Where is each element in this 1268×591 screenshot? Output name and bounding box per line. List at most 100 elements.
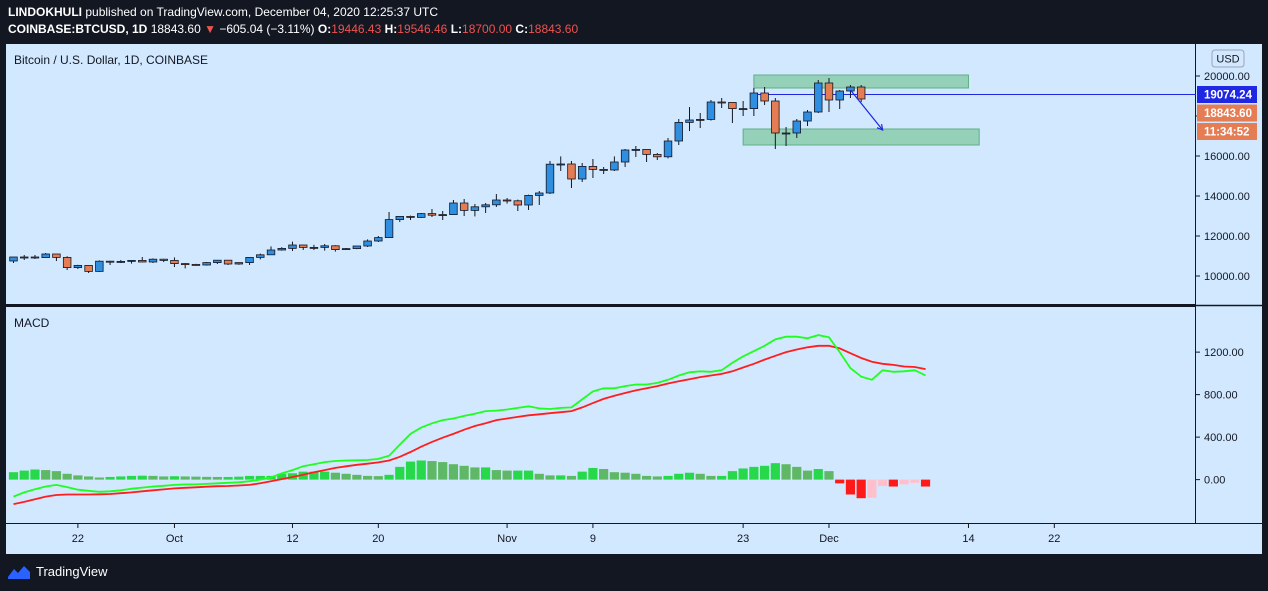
candle-2020-09-30 (159, 258, 168, 262)
histogram-bar (502, 470, 512, 480)
candle-2020-11-27 (781, 127, 791, 146)
currency-label: USD (1216, 54, 1239, 66)
candle-body (642, 149, 651, 155)
candle-2020-11-25 (760, 87, 769, 105)
histogram-bar (73, 475, 83, 480)
histogram-bar (899, 479, 909, 485)
histogram-bar (684, 472, 695, 480)
candle-2020-11-14 (642, 149, 651, 162)
chart-svg[interactable]: 10000.0012000.0014000.0016000.0018000.00… (0, 42, 1268, 556)
histogram-bar (148, 475, 158, 480)
forecast-arrow-line[interactable] (849, 89, 884, 131)
histogram-bar (244, 475, 255, 480)
candle-2020-11-30 (814, 80, 823, 113)
candle-2020-09-22 (73, 264, 83, 269)
histogram-bar (652, 476, 662, 480)
histogram-bar (202, 476, 212, 480)
histogram-bar (717, 475, 727, 480)
currency-button[interactable] (1211, 49, 1245, 68)
histogram-bar (416, 460, 426, 480)
candle-body (84, 264, 93, 272)
histogram-bar (255, 475, 265, 480)
macd-axis[interactable]: 0.00 400.00 800.00 1200.00 (1196, 347, 1244, 487)
price-tag-label: 19074.24 (1204, 90, 1253, 102)
candle-body (384, 219, 394, 239)
histogram-bar (491, 470, 501, 480)
price-chart-title: Bitcoin / U.S. Dollar, 1D, COINBASE (14, 53, 208, 67)
histogram-bar (180, 476, 190, 480)
candle-2020-10-09 (256, 253, 265, 260)
candle-2020-11-08 (577, 163, 587, 182)
histogram-bar (41, 470, 51, 480)
candle-body (459, 202, 469, 211)
candle-body (180, 263, 190, 266)
candle-2020-10-05 (213, 259, 222, 264)
candle-2020-10-15 (320, 244, 329, 251)
candle-body (406, 215, 415, 218)
histogram-bar (663, 475, 673, 480)
candle-2020-09-21 (62, 256, 72, 270)
candle-2020-11-11 (610, 156, 619, 171)
candle-2020-10-19 (363, 239, 372, 247)
histogram-bar (770, 463, 780, 480)
histogram-bar (920, 479, 931, 487)
footer-brand: TradingView (36, 564, 108, 579)
histogram-bar (330, 472, 340, 480)
candle-2020-12-02 (835, 90, 844, 109)
histogram-bar (824, 471, 834, 480)
zone-1[interactable] (742, 128, 980, 146)
candle-2020-10-07 (234, 262, 244, 265)
histogram-bar (19, 470, 29, 480)
histogram-bar (470, 467, 480, 480)
histogram-bar (427, 461, 437, 480)
candle-2020-10-21 (384, 212, 394, 239)
histogram-bar (845, 479, 856, 495)
candle-2020-09-26 (116, 260, 125, 263)
candle-2020-10-16 (331, 245, 340, 252)
candle-2020-10-29 (470, 204, 480, 217)
candle-2020-11-03 (524, 194, 533, 210)
candle-body (159, 258, 168, 261)
open-label: O: (317, 22, 332, 36)
time-tick-label: Nov (497, 533, 517, 545)
candle-body (202, 262, 211, 266)
price-tick-label: 20000.00 (1204, 71, 1250, 83)
candle-2020-10-03 (191, 263, 201, 266)
histogram-bar (878, 479, 888, 486)
candle-2020-11-28 (792, 119, 801, 138)
candle-body (95, 260, 104, 272)
macd-tick-label: 1200.00 (1204, 347, 1244, 359)
candle-body (449, 202, 458, 216)
candle-2020-10-24 (417, 213, 426, 218)
candle-body (266, 249, 276, 256)
histogram-bar (223, 476, 233, 480)
histogram-bar (320, 471, 330, 480)
time-tick-label: Oct (166, 533, 183, 545)
candle-body (610, 161, 619, 171)
candle-2020-10-31 (492, 194, 501, 207)
candle-body (52, 253, 61, 258)
candle-body (577, 166, 587, 180)
price-tag-label: 18843.60 (1204, 108, 1252, 120)
footer[interactable]: TradingView (8, 564, 108, 579)
candle-body (213, 259, 222, 263)
histogram-bar (523, 470, 534, 480)
histogram-bar (234, 476, 244, 480)
histogram-bar (867, 479, 877, 498)
candle-body (341, 248, 351, 251)
candle-2020-11-13 (631, 146, 641, 157)
histogram-bar (126, 475, 137, 480)
histogram-bar (137, 475, 147, 480)
candle-body (20, 256, 29, 259)
candle-body (331, 245, 340, 251)
candle-2020-10-25 (427, 209, 437, 217)
histogram-bar (277, 473, 287, 480)
candle-2020-09-29 (148, 258, 158, 263)
candle-body (524, 194, 533, 206)
candle-2020-11-10 (599, 167, 608, 174)
histogram-bar (159, 476, 169, 480)
time-axis[interactable]: 22 Oct 12 20 Nov 9 23 Dec 14 22 (72, 524, 1061, 545)
time-tick-label: 9 (590, 533, 596, 545)
chart-area[interactable]: 10000.0012000.0014000.0016000.0018000.00… (0, 42, 1268, 556)
publish-info: LINDOKHULI published on TradingView.com,… (8, 5, 438, 19)
